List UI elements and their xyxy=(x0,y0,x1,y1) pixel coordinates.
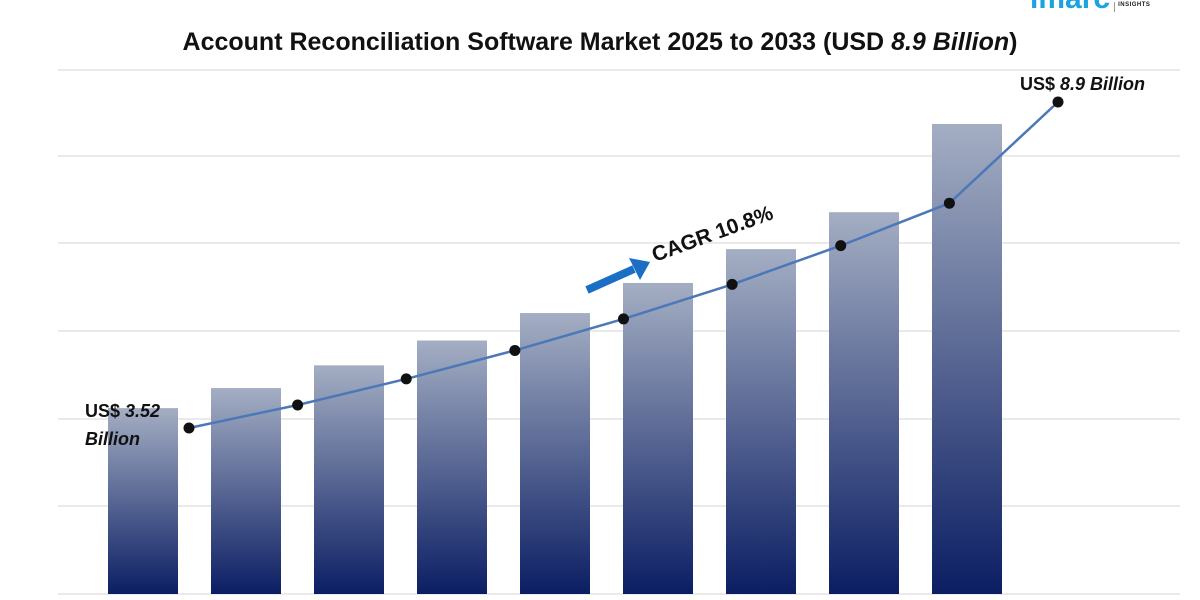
bars xyxy=(108,124,1002,595)
bar-2026 xyxy=(211,388,281,594)
imarc-logo: imarc INSIGHTS xyxy=(1030,0,1150,14)
trend-point-2029 xyxy=(618,313,629,325)
end-annotation: US$ 8.9 Billion xyxy=(1020,74,1145,94)
end-prefix: US$ xyxy=(1020,74,1060,94)
start-annotation: US$ 3.52 xyxy=(85,401,160,421)
bar-2032 xyxy=(829,212,899,594)
chart-title-suffix: ) xyxy=(1009,28,1018,56)
trend-point-2030 xyxy=(726,278,738,290)
chart-title-prefix: Account Reconciliation Software Market 2… xyxy=(182,28,892,56)
start-prefix: US$ xyxy=(85,401,125,421)
bar-2030 xyxy=(623,282,693,594)
start-unit: Billion xyxy=(85,429,140,449)
trend-line xyxy=(183,96,1064,434)
bar-2028 xyxy=(417,340,487,594)
logo-word: imarc xyxy=(1030,0,1110,14)
bar-2033 xyxy=(932,124,1002,594)
end-value: 8.9 Billion xyxy=(1060,74,1145,94)
cagr-arrow-icon xyxy=(585,258,650,294)
bar-2031 xyxy=(726,249,796,595)
chart-title: Account Reconciliation Software Market 2… xyxy=(0,28,1200,57)
bar-2025 xyxy=(108,408,178,594)
logo-subtitle: INSIGHTS xyxy=(1114,2,1150,12)
trend-point-2025 xyxy=(183,422,195,434)
trend-point-2031 xyxy=(835,240,847,252)
bar-2027 xyxy=(314,365,384,594)
trend-point-2033 xyxy=(1052,96,1064,108)
trend-point-2026 xyxy=(292,399,304,411)
trend-point-2027 xyxy=(400,373,412,385)
bar-2029 xyxy=(520,313,590,594)
start-value: 3.52 xyxy=(125,401,160,421)
chart-title-value: 8.9 Billion xyxy=(891,28,1010,56)
trend-point-2032 xyxy=(943,197,955,209)
trend-point-2028 xyxy=(509,344,521,356)
